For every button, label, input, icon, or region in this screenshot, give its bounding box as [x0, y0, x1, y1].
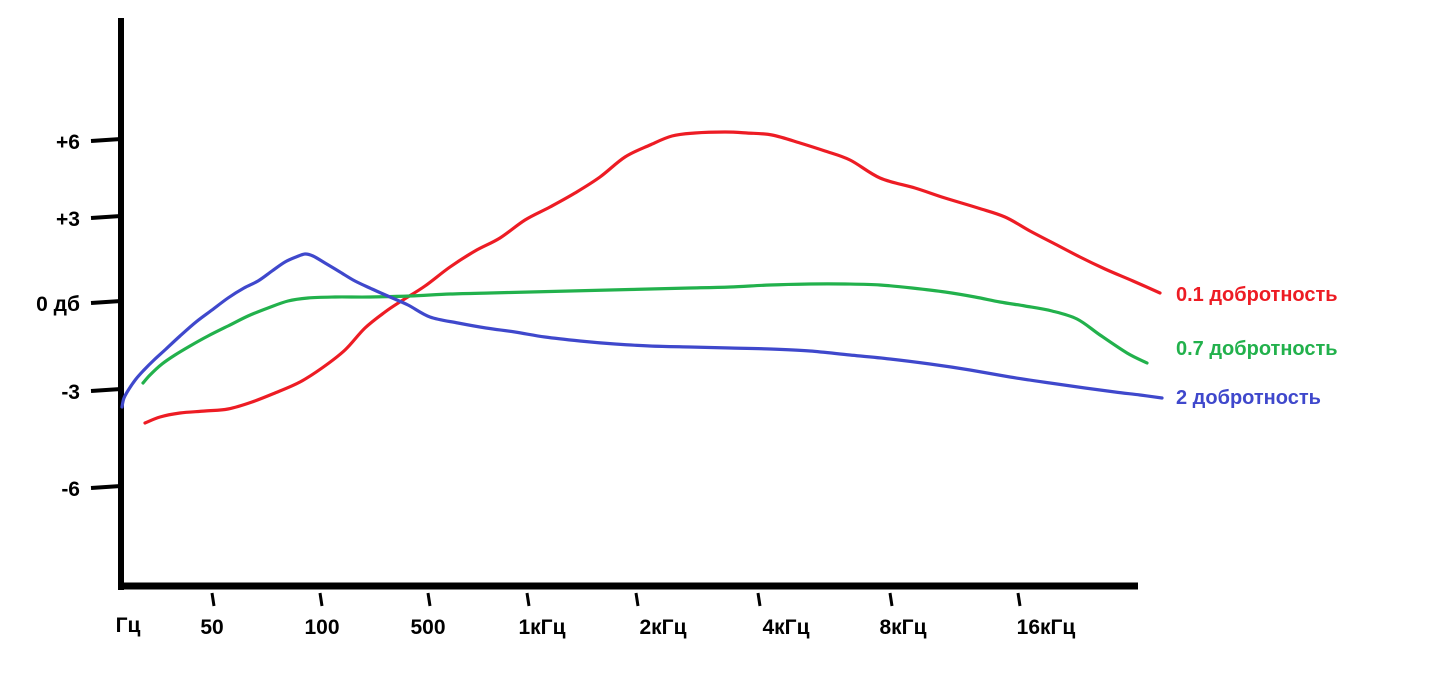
y-tick--6: [90, 484, 122, 490]
x-tick-label-50: 50: [200, 616, 223, 639]
y-tick-label-0 дб: 0 дб: [36, 293, 80, 316]
y-tick-label-+6: +6: [56, 131, 80, 154]
y-tick-+6: [90, 137, 122, 143]
x-tick-label-16кГц: 16кГц: [1017, 616, 1076, 639]
y-tick-0 дб: [90, 299, 122, 305]
y-tick-label--6: -6: [61, 478, 80, 501]
y-tick-+3: [90, 214, 122, 220]
x-tick-50: [210, 592, 216, 607]
x-tick-label-100: 100: [304, 616, 339, 639]
x-tick-100: [318, 592, 324, 607]
y-tick-label--3: -3: [61, 381, 80, 404]
x-tick-label-500: 500: [410, 616, 445, 639]
x-tick-16кГц: [1016, 592, 1022, 607]
legend-item-q-0.1: 0.1 добротность: [1176, 284, 1338, 306]
legend-item-q-2: 2 добротность: [1176, 387, 1321, 409]
x-tick-500: [426, 592, 432, 607]
x-tick-2кГц: [634, 592, 640, 607]
x-tick-label-4кГц: 4кГц: [762, 616, 809, 639]
x-tick-label-8кГц: 8кГц: [879, 616, 926, 639]
curve-q-0.7: [141, 282, 1149, 385]
y-tick--3: [90, 387, 122, 393]
y-tick-label-+3: +3: [56, 208, 80, 231]
curve-q-2: [120, 252, 1164, 409]
x-tick-label-2кГц: 2кГц: [639, 616, 686, 639]
legend-item-q-0.7: 0.7 добротность: [1176, 338, 1338, 360]
x-tick-1кГц: [525, 592, 531, 607]
x-tick-label-1кГц: 1кГц: [518, 616, 565, 639]
x-tick-4кГц: [756, 592, 762, 607]
x-axis-unit-label: Гц: [116, 614, 141, 637]
curve-q-0.1: [143, 130, 1162, 425]
x-tick-8кГц: [888, 592, 894, 607]
